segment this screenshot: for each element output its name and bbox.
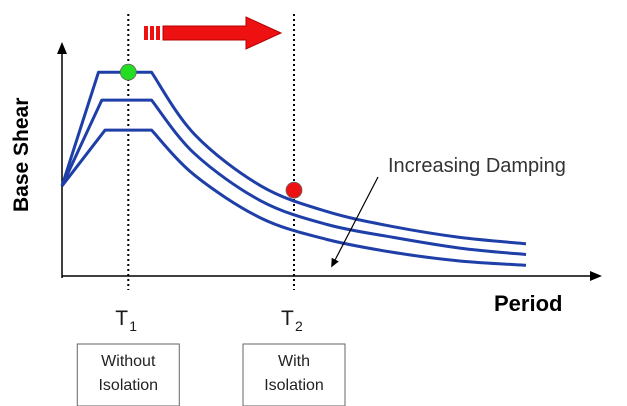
tick-t1-main: T xyxy=(115,307,128,330)
spectrum-curve-1 xyxy=(60,70,527,246)
tick-t2-sub: 2 xyxy=(295,318,303,334)
isolation-boxes: Without Isolation With Isolation xyxy=(76,343,346,406)
isolation-box-without: Without Isolation xyxy=(76,343,180,406)
with-isolation-point xyxy=(285,181,303,199)
without-isolation-point xyxy=(119,63,137,81)
x-axis-arrow-icon xyxy=(590,271,602,281)
isolation-box-without-line-2: Isolation xyxy=(98,377,158,394)
isolation-box-with-line-1: With xyxy=(278,353,310,370)
isolation-box-without-line-1: Without xyxy=(101,353,156,370)
spectrum-curve-3 xyxy=(60,128,527,267)
period-shift-arrow-icon xyxy=(144,16,283,50)
x-axis-label: Period xyxy=(494,291,562,316)
damping-arrow xyxy=(331,176,379,268)
period-guides xyxy=(127,14,295,290)
damping-annotation: Increasing Damping xyxy=(388,155,566,177)
response-spectra xyxy=(60,70,527,267)
period-markers xyxy=(119,63,303,199)
isolation-box-with: With Isolation xyxy=(242,343,346,406)
y-axis-label: Base Shear xyxy=(10,98,33,212)
tick-t2-main: T xyxy=(281,307,294,330)
y-axis-arrow-icon xyxy=(57,42,67,54)
spectrum-curve-2 xyxy=(60,98,527,256)
isolation-box-with-line-2: Isolation xyxy=(264,377,324,394)
tick-t1-sub: 1 xyxy=(129,318,137,334)
